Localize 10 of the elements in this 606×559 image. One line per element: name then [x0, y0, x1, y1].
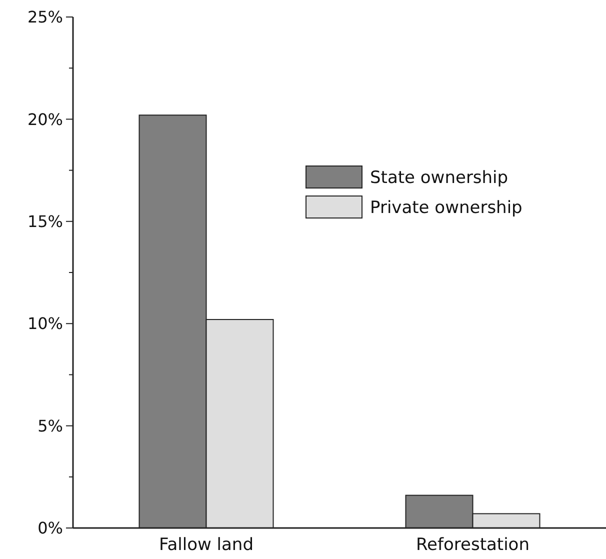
x-tick-label: Reforestation	[416, 535, 530, 555]
y-tick-label: 0%	[38, 518, 63, 538]
y-tick-label: 20%	[27, 110, 63, 129]
x-tick-label: Fallow land	[159, 535, 254, 555]
y-tick-label: 5%	[38, 416, 63, 436]
y-tick-label: 25%	[27, 8, 63, 27]
y-tick-label: 10%	[27, 314, 63, 334]
legend-label: State ownership	[370, 168, 508, 188]
legend-label: Private ownership	[370, 198, 522, 218]
y-tick-label: 15%	[27, 212, 63, 231]
